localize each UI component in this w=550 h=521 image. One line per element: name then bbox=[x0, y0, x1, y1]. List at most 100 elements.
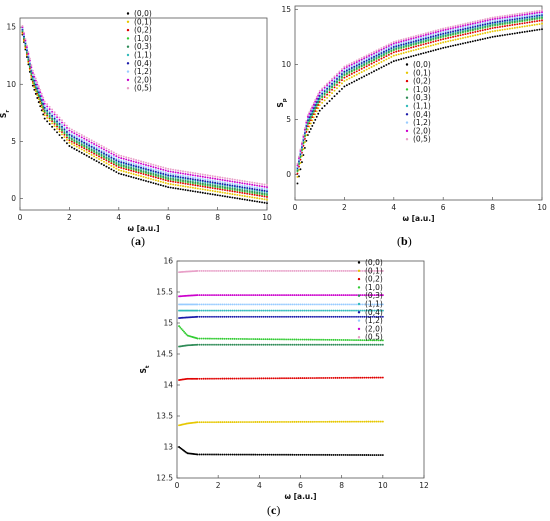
data-point bbox=[221, 303, 224, 306]
data-point bbox=[357, 309, 360, 312]
data-point bbox=[340, 73, 343, 75]
data-point bbox=[213, 315, 215, 318]
series-04 bbox=[178, 315, 384, 319]
data-point bbox=[83, 149, 86, 152]
data-point bbox=[236, 185, 239, 188]
data-point bbox=[251, 181, 254, 184]
data-point bbox=[213, 343, 215, 346]
data-point bbox=[397, 39, 400, 42]
data-point bbox=[172, 170, 175, 173]
data-point bbox=[223, 269, 226, 272]
data-point bbox=[427, 36, 430, 39]
caption-c-letter: c bbox=[271, 503, 277, 517]
data-point bbox=[434, 32, 437, 35]
data-point bbox=[103, 148, 105, 151]
data-point bbox=[313, 294, 316, 297]
data-point bbox=[58, 130, 61, 133]
data-point bbox=[330, 338, 333, 341]
data-point bbox=[56, 131, 58, 134]
data-point bbox=[367, 309, 370, 312]
data-point bbox=[219, 315, 222, 318]
data-point bbox=[379, 339, 382, 342]
data-point bbox=[252, 453, 255, 456]
caption-c-open: ( bbox=[267, 503, 271, 517]
data-point bbox=[100, 156, 103, 159]
data-point bbox=[424, 35, 427, 38]
data-point bbox=[439, 33, 442, 36]
data-point bbox=[322, 420, 325, 423]
data-point bbox=[51, 117, 54, 120]
data-point bbox=[432, 44, 435, 46]
data-point bbox=[125, 160, 128, 163]
data-point bbox=[198, 303, 201, 306]
data-point bbox=[486, 28, 489, 31]
data-point bbox=[511, 17, 514, 19]
data-point bbox=[314, 118, 317, 121]
data-point bbox=[344, 303, 347, 306]
data-point bbox=[241, 294, 244, 297]
data-point bbox=[382, 65, 385, 68]
data-point bbox=[298, 158, 300, 161]
data-point bbox=[211, 269, 213, 272]
y-tick-label: 10 bbox=[281, 60, 291, 69]
data-point bbox=[272, 303, 275, 306]
data-point bbox=[464, 27, 467, 30]
data-point bbox=[196, 177, 199, 180]
data-point bbox=[70, 128, 73, 131]
data-point bbox=[216, 178, 219, 181]
data-point bbox=[306, 128, 309, 131]
data-point bbox=[246, 303, 248, 306]
data-point bbox=[377, 269, 380, 272]
data-point bbox=[229, 177, 231, 180]
legend-marker bbox=[126, 12, 130, 15]
data-point bbox=[68, 141, 71, 144]
data-point bbox=[223, 309, 226, 312]
data-point bbox=[122, 164, 125, 167]
data-point bbox=[252, 315, 255, 318]
data-point bbox=[457, 27, 459, 30]
data-point bbox=[120, 154, 123, 157]
data-point bbox=[499, 20, 501, 23]
data-point bbox=[229, 182, 231, 185]
data-point bbox=[336, 420, 339, 423]
data-point bbox=[65, 126, 68, 129]
caption-a-open: ( bbox=[131, 234, 135, 248]
data-point bbox=[169, 170, 172, 173]
data-point bbox=[266, 186, 268, 189]
data-point bbox=[274, 294, 277, 297]
data-point bbox=[526, 13, 529, 16]
data-point bbox=[75, 149, 78, 152]
data-point bbox=[283, 453, 285, 456]
data-point bbox=[229, 453, 232, 456]
data-point bbox=[61, 128, 63, 131]
data-point bbox=[459, 27, 462, 29]
data-point bbox=[174, 187, 177, 190]
data-point bbox=[506, 19, 509, 22]
data-point bbox=[481, 38, 484, 41]
data-point bbox=[303, 127, 306, 130]
data-point bbox=[200, 309, 203, 312]
data-point bbox=[484, 18, 487, 21]
data-point bbox=[53, 128, 56, 131]
data-point bbox=[511, 24, 514, 26]
data-point bbox=[191, 186, 194, 189]
data-point bbox=[305, 123, 308, 126]
data-point bbox=[93, 147, 96, 149]
data-point bbox=[357, 376, 360, 379]
data-point bbox=[452, 28, 455, 31]
data-point bbox=[103, 155, 105, 158]
data-point bbox=[323, 96, 326, 98]
data-point bbox=[538, 11, 541, 14]
data-point bbox=[476, 19, 479, 22]
data-point bbox=[330, 315, 333, 318]
data-point bbox=[370, 56, 373, 59]
data-point bbox=[258, 343, 261, 346]
data-point bbox=[494, 16, 497, 19]
data-point bbox=[491, 19, 494, 22]
data-point bbox=[241, 189, 244, 191]
data-point bbox=[449, 29, 452, 32]
data-point bbox=[504, 18, 506, 21]
data-point bbox=[107, 151, 110, 154]
data-point bbox=[28, 68, 31, 71]
data-point bbox=[346, 376, 349, 379]
